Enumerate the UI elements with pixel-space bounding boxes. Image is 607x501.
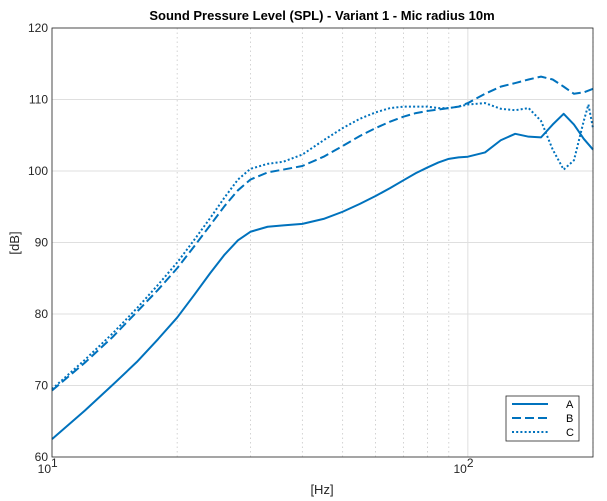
y-tick-labels: 60 70 80 90 100 110 120 [28,21,48,464]
y-tick-label: 90 [35,236,49,250]
legend-label-a: A [566,399,574,411]
axes-box [51,27,594,458]
x-tick-labels: 10 1 10 2 [38,456,474,476]
x-tick-label: 10 1 [38,456,58,476]
series-line-c [51,102,594,390]
y-tick-label: 110 [29,93,48,107]
x-tick-label: 10 2 [453,456,473,476]
series-group [51,75,594,440]
y-tick-label: 100 [28,164,48,178]
x-tick-exponent: 1 [51,456,58,470]
x-tick-exponent: 2 [467,456,474,470]
series-line-a [51,112,594,440]
y-tick-label: 120 [28,21,48,35]
legend-label-b: B [566,413,573,425]
y-tick-label: 80 [35,307,49,321]
x-axis-label: [Hz] [310,482,333,497]
y-tick-label: 60 [35,450,49,464]
x-tick-base: 10 [38,462,52,476]
y-tick-label: 70 [35,379,49,393]
y-axis-label: [dB] [7,231,22,254]
x-tick-base: 10 [453,462,467,476]
legend: ABC [505,395,580,442]
chart-title: Sound Pressure Level (SPL) - Variant 1 -… [149,8,494,23]
legend-label-c: C [566,427,574,439]
series-line-b [51,75,594,392]
